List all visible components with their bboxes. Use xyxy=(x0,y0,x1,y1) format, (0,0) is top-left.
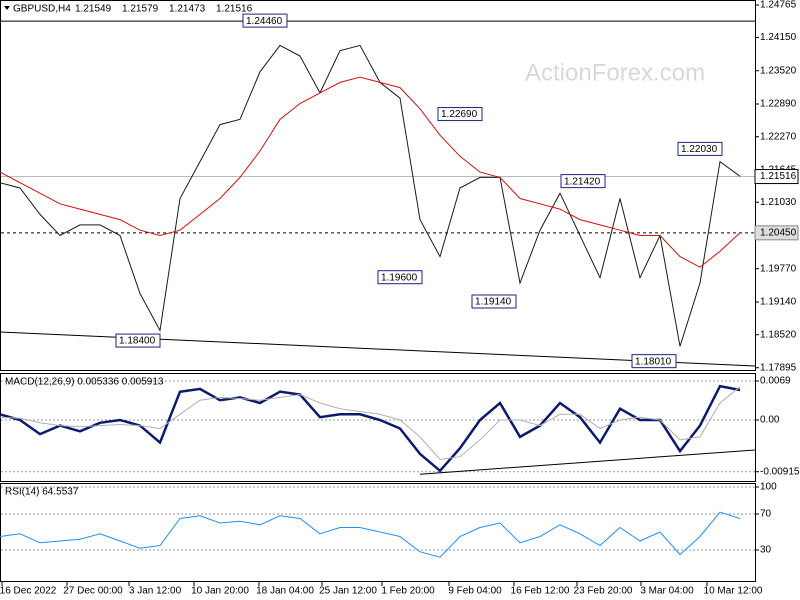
menu-arrow xyxy=(4,6,10,10)
x-tick-label: 18 Jan 04:00 xyxy=(256,586,314,597)
annotation-box xyxy=(115,333,161,348)
x-tick-label: 16 Feb 12:00 xyxy=(511,586,570,597)
watermark: ActionForex.com xyxy=(525,59,705,86)
x-tick-label: 25 Jan 12:00 xyxy=(319,586,377,597)
support-box xyxy=(754,225,799,241)
x-tick-label: 10 Mar 12:00 xyxy=(704,586,763,597)
x-tick-label: 1 Feb 20:00 xyxy=(381,586,435,597)
ohlc-value: 1.21549 xyxy=(75,4,112,15)
chart-title: GBPUSD,H4 xyxy=(13,4,71,15)
annotation-box xyxy=(377,270,423,285)
y-tick-label: 1.24765 xyxy=(760,0,797,11)
price-panel xyxy=(0,0,756,371)
rsi-panel xyxy=(0,483,756,582)
panel-title: RSI(14) 64.5537 xyxy=(5,487,79,498)
annotation-label: 1.24460 xyxy=(246,16,283,27)
y-tick-label: 100 xyxy=(760,482,777,493)
y-tick-label: 1.24150 xyxy=(760,32,797,43)
y-tick-label: 1.19770 xyxy=(760,263,797,274)
annotation-box xyxy=(471,294,517,309)
series-line xyxy=(0,44,741,347)
y-tick-label: 1.21030 xyxy=(760,197,797,208)
annotation-box xyxy=(242,13,288,28)
x-tick-label: 27 Dec 00:00 xyxy=(63,586,123,597)
annotation-box xyxy=(437,107,483,122)
series-line xyxy=(0,384,741,473)
panel-title: MACD(12,26,9) 0.005336 0.005913 xyxy=(5,377,164,388)
x-tick-label: 9 Feb 04:00 xyxy=(448,586,502,597)
y-tick-label: 1.22890 xyxy=(760,99,797,110)
x-tick-label: 16 Dec 2022 xyxy=(0,586,57,597)
annotation-label: 1.19600 xyxy=(381,272,418,283)
annotation-label: 1.21420 xyxy=(564,176,601,187)
annotation-label: 1.18400 xyxy=(119,336,156,347)
x-tick-label: 23 Feb 20:00 xyxy=(574,586,633,597)
support-label: 1.20450 xyxy=(760,227,797,238)
annotation-box xyxy=(560,174,606,189)
y-tick-label: 70 xyxy=(760,509,772,520)
y-tick-label: 1.17895 xyxy=(760,362,797,373)
series-line xyxy=(0,76,741,268)
y-tick-label: 30 xyxy=(760,545,772,556)
ohlc-value: 1.21473 xyxy=(169,4,206,15)
annotation-label: 1.19140 xyxy=(475,297,512,308)
annotation-label: 1.22690 xyxy=(441,109,478,120)
y-tick-label: 1.19140 xyxy=(760,297,797,308)
y-tick-label: 0.00 xyxy=(760,415,780,426)
annotation-label: 1.22030 xyxy=(681,144,718,155)
y-tick-label: -0.009158 xyxy=(760,466,800,477)
annotation-box xyxy=(677,141,723,156)
macd-panel xyxy=(0,373,756,482)
y-tick-label: 1.23520 xyxy=(760,65,797,76)
annotation-box xyxy=(631,354,677,369)
current-price-label: 1.21516 xyxy=(760,171,797,182)
current-price-box xyxy=(754,169,799,185)
y-tick-label: 1.22270 xyxy=(760,131,797,142)
series-line xyxy=(0,386,741,461)
annotation-label: 1.18010 xyxy=(635,356,672,367)
x-tick-label: 3 Jan 12:00 xyxy=(129,586,182,597)
y-tick-label: 1.18520 xyxy=(760,329,797,340)
ohlc-value: 1.21579 xyxy=(122,4,159,15)
series-line xyxy=(0,511,741,558)
y-tick-label: 0.0069 xyxy=(760,376,791,387)
x-tick-label: 3 Mar 04:00 xyxy=(640,586,694,597)
trendline xyxy=(419,449,756,475)
x-tick-label: 10 Jan 20:00 xyxy=(191,586,249,597)
ohlc-value: 1.21516 xyxy=(216,4,253,15)
